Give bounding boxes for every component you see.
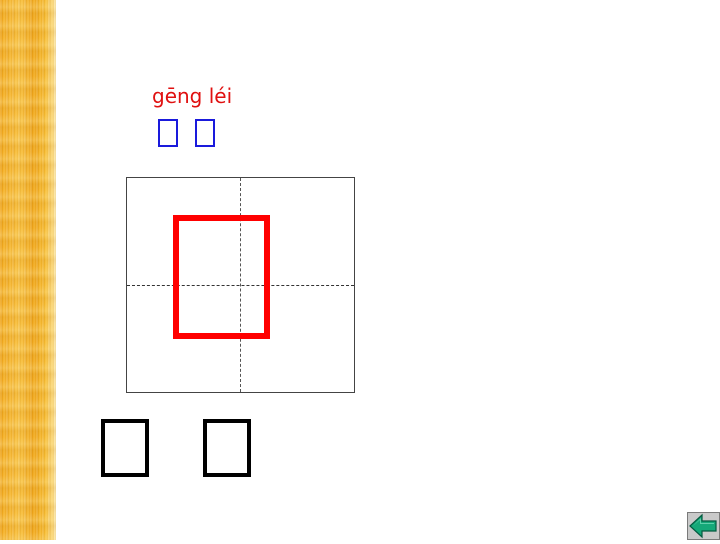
decorative-side-strip: [0, 0, 56, 540]
word-character-1: [158, 119, 178, 147]
pinyin-label: gēng léi: [152, 84, 233, 108]
bottom-character-1: [101, 419, 149, 477]
writing-grid: [126, 177, 355, 393]
word-character-2: [195, 119, 215, 147]
bottom-character-2: [203, 419, 251, 477]
practice-character: [173, 215, 270, 339]
back-button[interactable]: [687, 512, 720, 540]
back-arrow-icon: [687, 512, 720, 540]
grid-horizontal-guide: [127, 285, 354, 286]
